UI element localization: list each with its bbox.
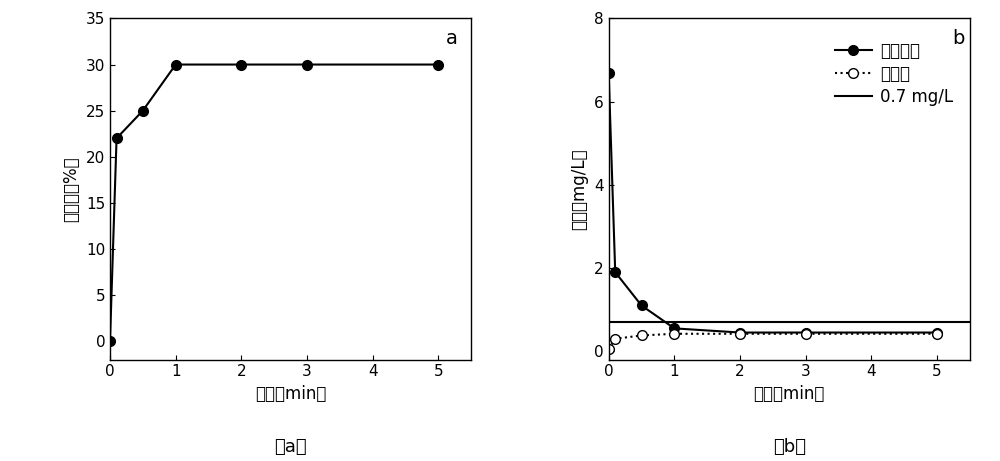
- Legend: 亚氯酸盐, 氯酸盐, 0.7 mg/L: 亚氯酸盐, 氯酸盐, 0.7 mg/L: [830, 37, 958, 111]
- 0.7 mg/L: [603, 319, 615, 325]
- 0.7 mg/L: [668, 319, 680, 325]
- 亚氯酸盐: [931, 330, 943, 335]
- 氯酸盐: [800, 331, 812, 337]
- 亚氯酸盐: [800, 330, 812, 335]
- 氯酸盐: [668, 331, 680, 337]
- 氯酸盐: [636, 333, 648, 338]
- 亚氯酸盐: [668, 325, 680, 331]
- 氯酸盐: [734, 331, 746, 337]
- Y-axis label: 浓度（mg/L）: 浓度（mg/L）: [570, 148, 588, 230]
- 氯酸盐: [609, 336, 621, 342]
- Text: b: b: [952, 29, 964, 47]
- X-axis label: 时间（min）: 时间（min）: [255, 385, 326, 403]
- 氯酸盐: [931, 331, 943, 337]
- Y-axis label: 去除率（%）: 去除率（%）: [62, 156, 80, 222]
- 亚氯酸盐: [734, 330, 746, 335]
- Line: 氯酸盐: 氯酸盐: [604, 329, 942, 354]
- X-axis label: 时间（min）: 时间（min）: [754, 385, 825, 403]
- 亚氯酸盐: [609, 269, 621, 275]
- Text: a: a: [446, 29, 458, 47]
- 亚氯酸盐: [603, 70, 615, 75]
- Text: （b）: （b）: [773, 438, 806, 456]
- Line: 亚氯酸盐: 亚氯酸盐: [604, 68, 942, 337]
- Text: （a）: （a）: [274, 438, 307, 456]
- 亚氯酸盐: [636, 303, 648, 308]
- 氯酸盐: [603, 346, 615, 352]
